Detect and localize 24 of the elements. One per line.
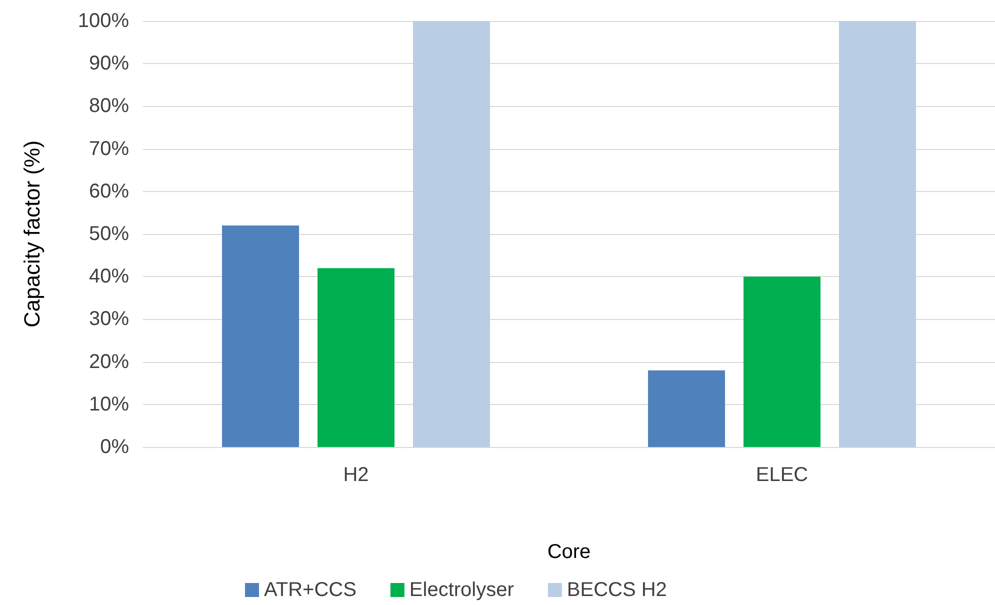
y-tick-label: 50% — [88, 223, 130, 245]
legend-label: ATR+CCS — [264, 579, 356, 601]
y-tick-label: 30% — [88, 308, 130, 330]
bar — [412, 21, 490, 447]
legend-label: BECCS H2 — [566, 579, 667, 601]
bar — [648, 370, 726, 447]
y-tick-label: 100% — [78, 10, 130, 32]
x-tick-label: H2 — [343, 464, 369, 486]
bar — [744, 276, 820, 447]
y-tick-label: 70% — [88, 138, 130, 160]
bar — [838, 21, 916, 447]
y-axis-title: Capacity factor (%) — [20, 140, 44, 328]
bar — [318, 268, 394, 447]
y-tick-label: 20% — [88, 350, 130, 373]
y-tick-label: 80% — [88, 95, 130, 118]
x-axis-title: Core — [547, 541, 591, 563]
x-tick-label: ELEC — [756, 464, 808, 486]
bar — [222, 225, 300, 447]
y-tick-label: 90% — [88, 52, 130, 75]
y-tick-label: 10% — [88, 393, 130, 416]
y-tick-label: 0% — [100, 436, 130, 458]
y-tick-label: 40% — [88, 266, 130, 288]
y-tick-label: 60% — [88, 180, 130, 202]
legend-label: Electrolyser — [409, 579, 514, 601]
